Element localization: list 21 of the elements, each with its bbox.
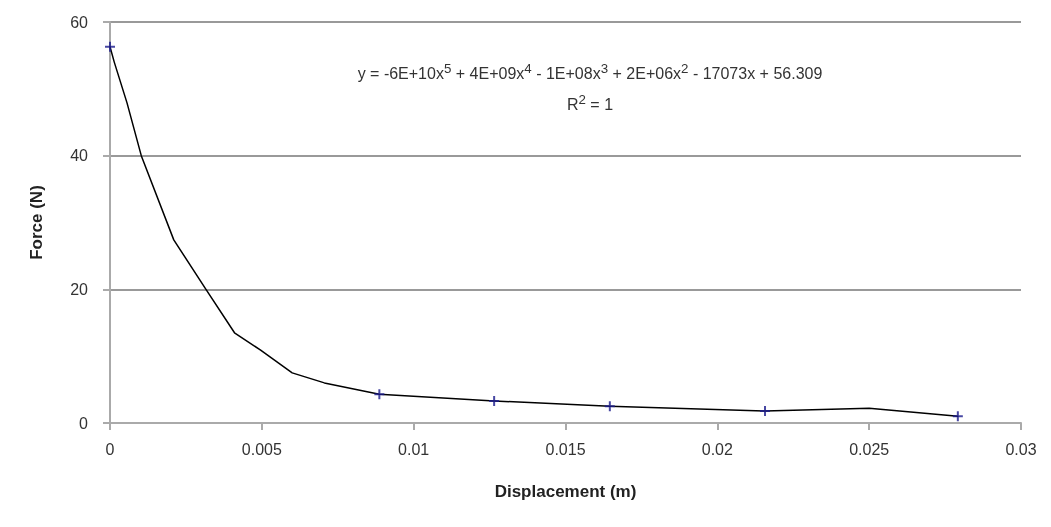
x-tick-label: 0.005: [241, 440, 282, 458]
point: [489, 395, 500, 406]
text: y = -6E+10x$^{5}$ + 4E+09x$^{4}$ - 1E+08x$^{3}$ + 2E+06x$^{2}$ - 17073x + 56.309: [357, 61, 823, 83]
y-tick-label: 0: [79, 414, 89, 432]
point: [604, 401, 615, 412]
x-tick-label: 0.025: [849, 440, 890, 458]
x-axis-title: Displacement (m): [494, 482, 637, 501]
x-tick-label: 0.02: [701, 440, 734, 458]
point: [760, 405, 771, 416]
y-tick-label: 20: [70, 280, 89, 298]
point: [105, 41, 115, 52]
annotation: R$^{2}$ = 1: [565, 91, 615, 116]
point: [374, 389, 385, 400]
y-tick-label: 40: [70, 147, 89, 165]
point: [952, 411, 963, 422]
x-tick-label: 0.015: [545, 440, 586, 458]
y-axis-title: Force (N): [27, 185, 46, 260]
y-tick-label: 60: [70, 13, 89, 31]
x-tick-label: 0.03: [1005, 440, 1037, 458]
x-tick-label: 0.01: [398, 440, 430, 458]
x-tick-label: 0: [105, 440, 115, 458]
